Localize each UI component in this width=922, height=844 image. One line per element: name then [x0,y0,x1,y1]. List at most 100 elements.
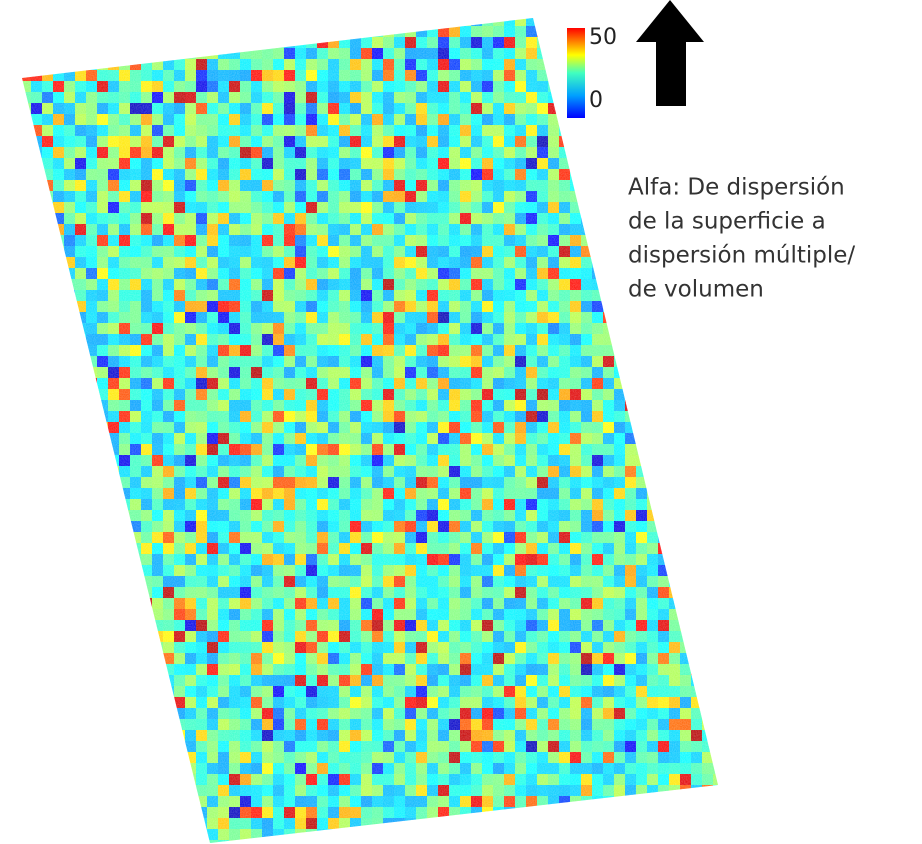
raster-cell [20,15,31,26]
raster-cell [42,290,53,301]
raster-cell [669,554,680,565]
raster-cell [614,180,625,191]
raster-cell [97,664,108,675]
raster-cell [680,444,691,455]
raster-cell [691,565,702,576]
raster-cell [108,48,119,59]
raster-cell [20,37,31,48]
raster-cell [31,180,42,191]
raster-cell [108,653,119,664]
raster-cell [42,675,53,686]
raster-cell [86,840,97,844]
raster-cell [438,840,449,844]
raster-cell [702,620,713,631]
raster-cell [482,818,493,829]
raster-cell [581,818,592,829]
raster-cell [680,818,691,829]
raster-cell [75,543,86,554]
raster-cell [31,15,42,26]
raster-cell [20,818,31,829]
raster-cell [581,829,592,840]
raster-cell [174,15,185,26]
raster-cell [130,620,141,631]
raster-cell [64,15,75,26]
raster-cell [31,477,42,488]
raster-cell [427,829,438,840]
raster-cell [383,840,394,844]
raster-cell [691,389,702,400]
raster-cell [75,708,86,719]
raster-cell [141,763,152,774]
raster-cell [702,70,713,81]
raster-cell [680,455,691,466]
raster-cell [152,686,163,697]
raster-cell [20,334,31,345]
raster-cell [108,752,119,763]
raster-cell [152,26,163,37]
raster-cell [713,125,724,136]
raster-cell [669,136,680,147]
raster-cell [614,213,625,224]
raster-cell [64,312,75,323]
raster-cell [75,26,86,37]
raster-cell [20,796,31,807]
raster-cell [20,664,31,675]
raster-cell [42,202,53,213]
raster-cell [64,565,75,576]
raster-cell [75,37,86,48]
raster-cell [97,840,108,844]
raster-cell [647,334,658,345]
raster-cell [240,840,251,844]
raster-cell [614,158,625,169]
raster-cell [207,26,218,37]
raster-cell [42,235,53,246]
raster-cell [31,631,42,642]
raster-cell [306,840,317,844]
raster-cell [713,653,724,664]
raster-cell [603,125,614,136]
raster-cell [75,587,86,598]
raster-cell [64,664,75,675]
raster-cell [97,587,108,598]
raster-cell [108,774,119,785]
raster-cell [108,631,119,642]
raster-cell [196,829,207,840]
raster-cell [174,752,185,763]
raster-cell [75,752,86,763]
raster-cell [306,26,317,37]
raster-cell [713,367,724,378]
raster-cell [64,59,75,70]
raster-cell [713,345,724,356]
raster-cell [42,224,53,235]
raster-cell [42,334,53,345]
raster-cell [31,686,42,697]
raster-cell [20,422,31,433]
raster-cell [64,653,75,664]
raster-cell [64,26,75,37]
raster-cell [658,532,669,543]
raster-cell [691,587,702,598]
raster-cell [53,257,64,268]
raster-cell [614,818,625,829]
raster-cell [97,444,108,455]
raster-cell [130,730,141,741]
raster-cell [53,37,64,48]
raster-cell [262,840,273,844]
raster-cell [460,15,471,26]
raster-cell [603,191,614,202]
raster-cell [42,642,53,653]
raster-cell [702,345,713,356]
raster-cell [361,26,372,37]
raster-cell [603,180,614,191]
raster-cell [42,246,53,257]
raster-cell [636,312,647,323]
raster-cell [20,323,31,334]
raster-cell [702,598,713,609]
raster-cell [53,345,64,356]
raster-cell [702,576,713,587]
raster-cell [625,158,636,169]
raster-cell [702,147,713,158]
raster-cell [680,301,691,312]
raster-cell [174,26,185,37]
raster-cell [680,433,691,444]
